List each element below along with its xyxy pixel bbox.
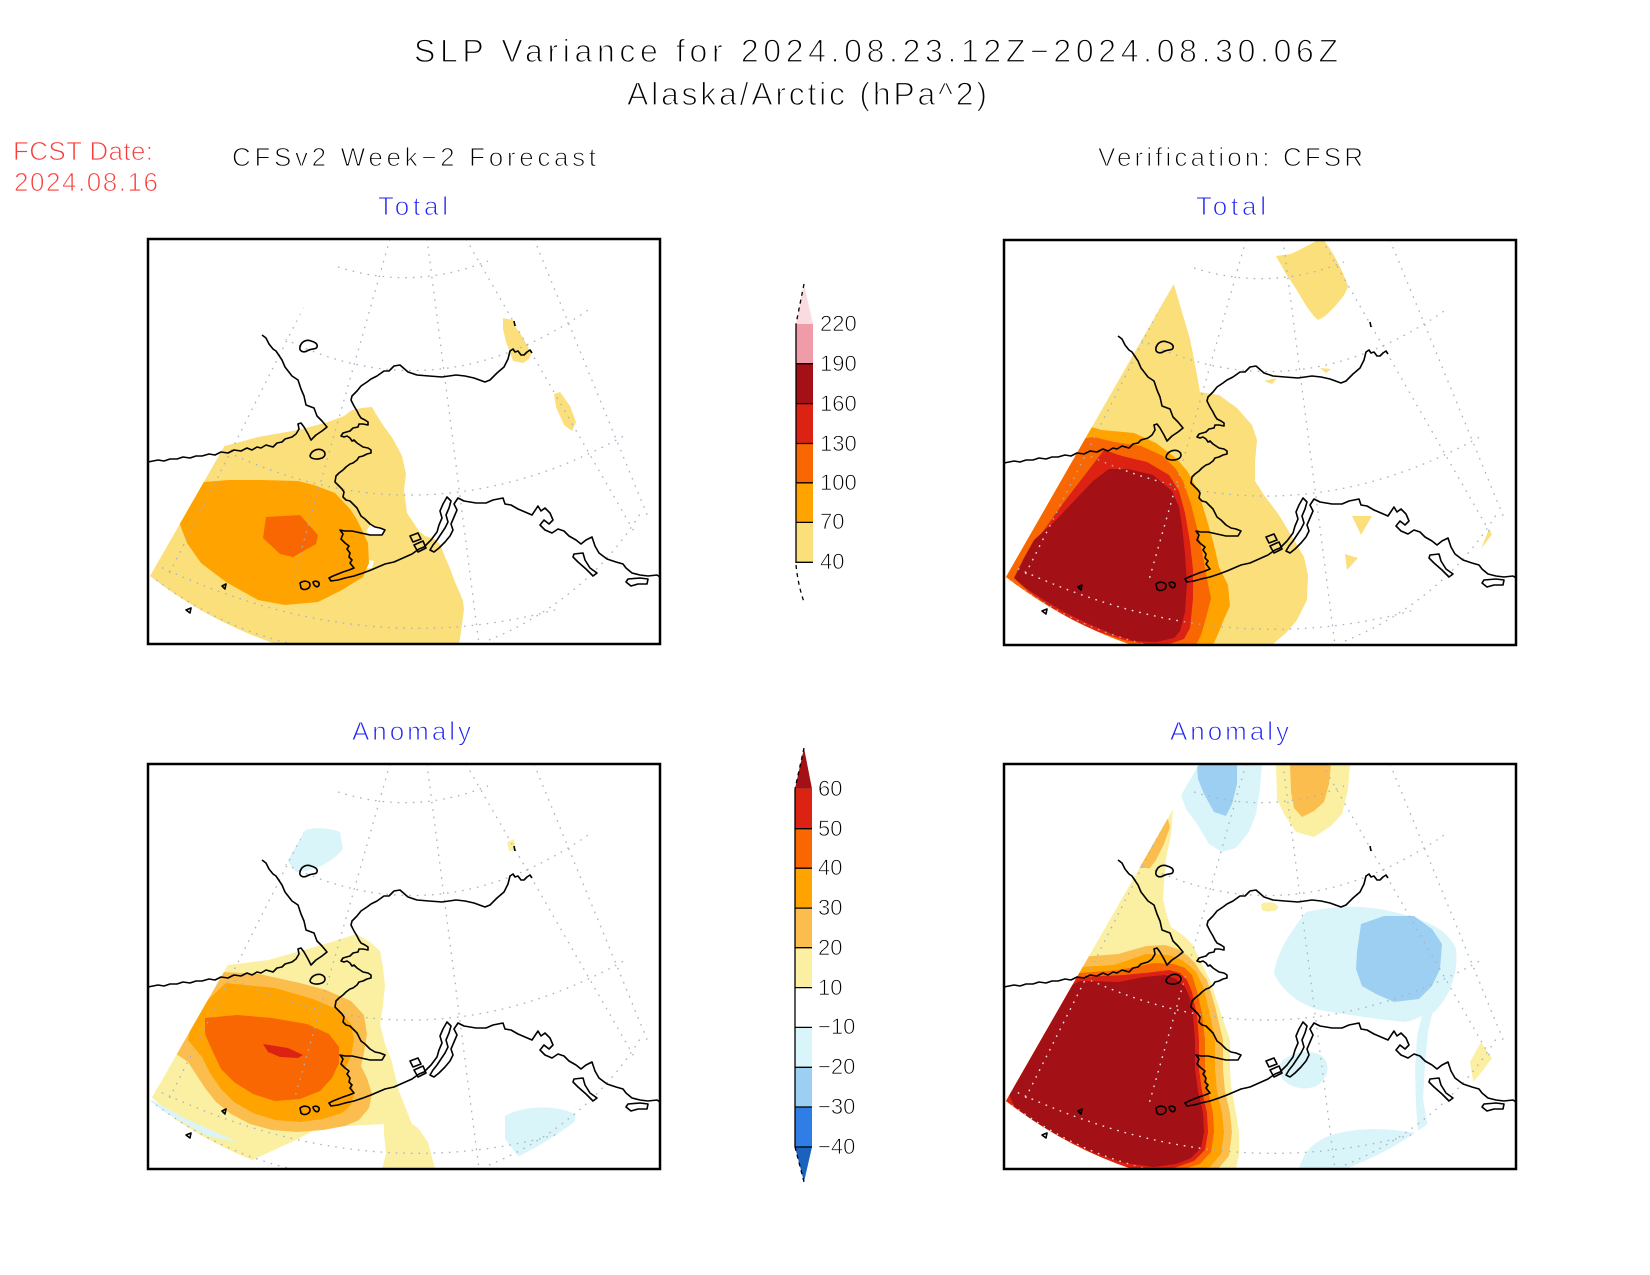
svg-text:220: 220 <box>820 311 857 336</box>
svg-text:Total: Total <box>378 191 448 221</box>
svg-text:40: 40 <box>820 549 844 574</box>
svg-text:−10: −10 <box>818 1014 855 1039</box>
svg-text:20: 20 <box>818 935 842 960</box>
svg-text:60: 60 <box>818 776 842 801</box>
svg-text:Anomaly: Anomaly <box>352 716 471 746</box>
svg-text:130: 130 <box>820 431 857 456</box>
svg-text:30: 30 <box>818 895 842 920</box>
svg-text:−40: −40 <box>818 1134 855 1159</box>
svg-text:FCST Date:: FCST Date: <box>13 136 153 166</box>
svg-text:100: 100 <box>820 470 857 495</box>
svg-text:40: 40 <box>818 855 842 880</box>
svg-text:SLP Variance for 2024.08.23.12: SLP Variance for 2024.08.23.12Z−2024.08.… <box>414 33 1338 69</box>
svg-text:10: 10 <box>818 975 842 1000</box>
svg-text:190: 190 <box>820 351 857 376</box>
svg-text:50: 50 <box>818 816 842 841</box>
svg-text:70: 70 <box>820 509 844 534</box>
svg-text:Verification: CFSR: Verification: CFSR <box>1098 142 1363 172</box>
svg-text:Anomaly: Anomaly <box>1170 716 1289 746</box>
svg-text:160: 160 <box>820 391 857 416</box>
svg-text:Total: Total <box>1196 191 1266 221</box>
svg-text:−20: −20 <box>818 1054 855 1079</box>
svg-text:2024.08.16: 2024.08.16 <box>14 167 158 197</box>
svg-text:CFSv2 Week−2 Forecast: CFSv2 Week−2 Forecast <box>232 142 597 172</box>
svg-text:−30: −30 <box>818 1094 855 1119</box>
svg-text:Alaska/Arctic (hPa^2): Alaska/Arctic (hPa^2) <box>627 76 987 112</box>
